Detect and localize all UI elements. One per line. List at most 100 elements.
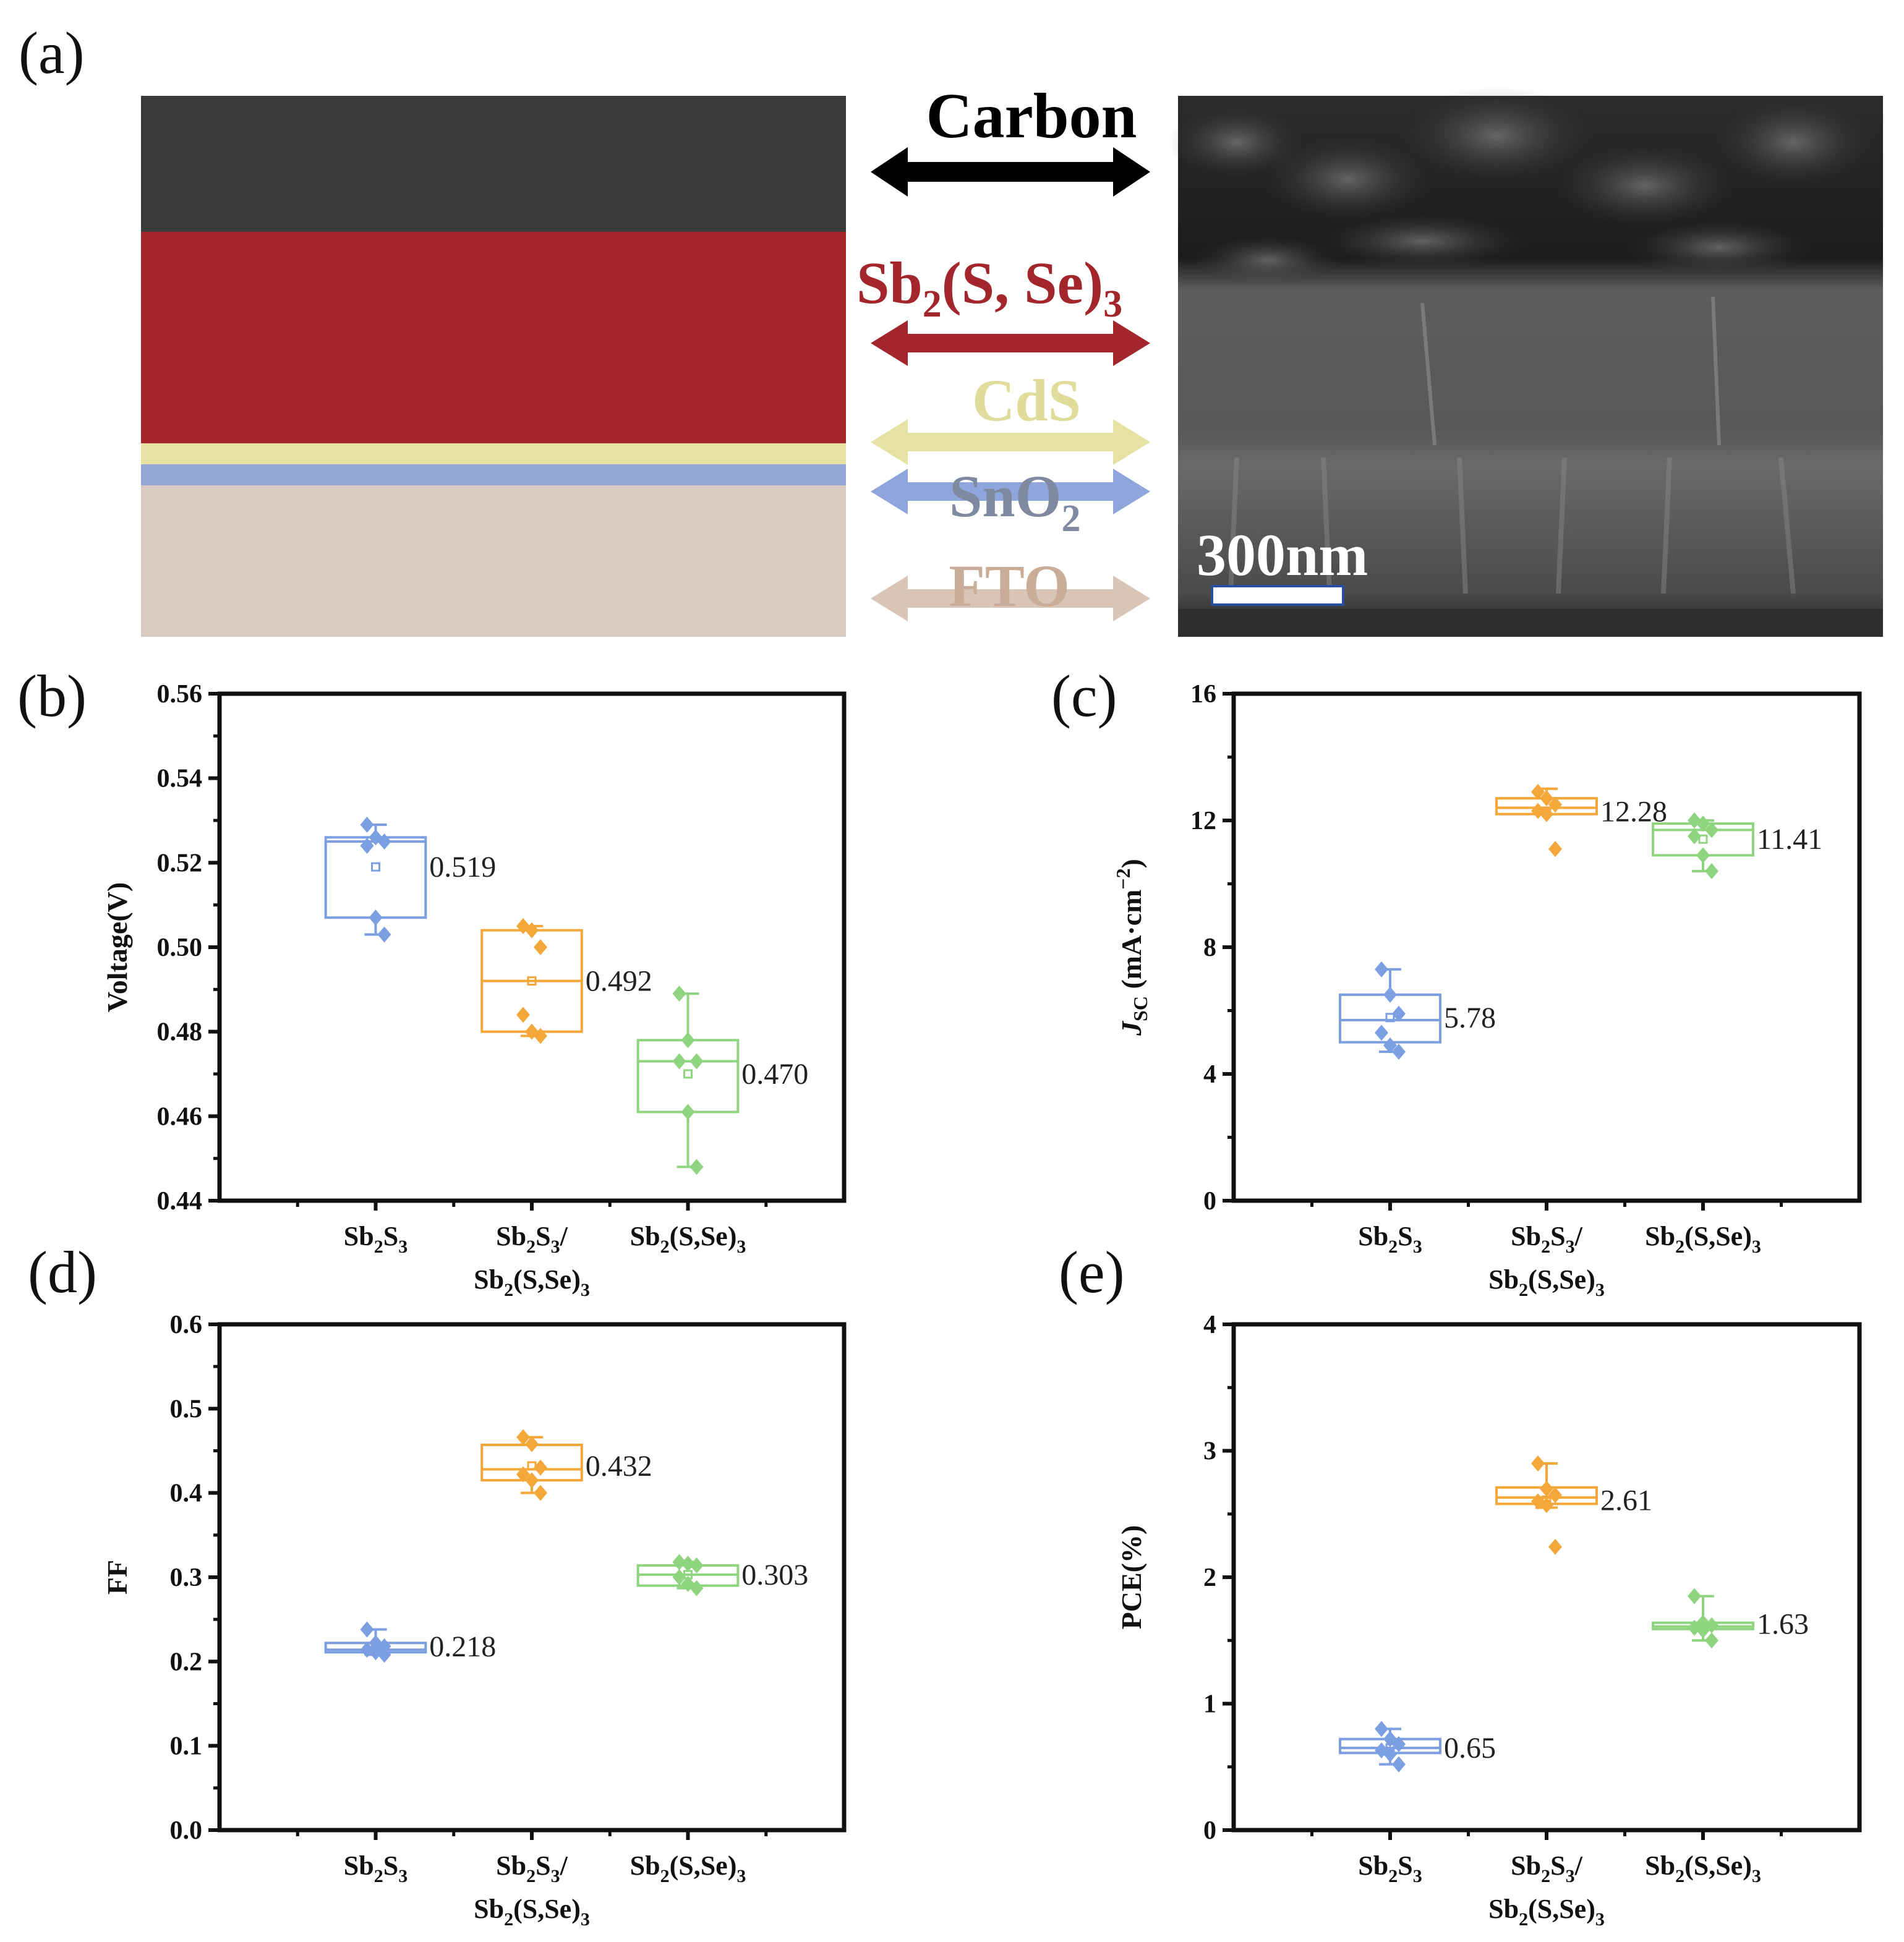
data-point-d-1-2 [534,1459,547,1476]
fto-layer [141,485,846,637]
y-tick-label-c-3: 12 [1190,807,1216,835]
data-point-b-1-5 [534,1028,547,1044]
sno2-layer [141,464,846,485]
data-point-b-2-5 [689,1159,704,1175]
data-point-c-2-2 [1705,822,1718,838]
y-tick-label-d-2: 0.2 [170,1648,203,1676]
data-point-c-1-1 [1540,790,1553,807]
data-point-e-0-2 [1392,1735,1406,1752]
data-point-d-1-4 [525,1472,539,1489]
data-point-e-1-4 [1540,1497,1553,1514]
x-tick-label-b-0: Sb2S3 [344,1221,408,1257]
data-point-d-0-2 [377,1638,391,1655]
data-point-c-1-5 [1548,841,1562,858]
x-tick-label-c-2: Sb2(S,Se)3 [1645,1221,1761,1257]
panel-c-jsc-chart: (c) 0 4 8 12 16 JSC (mA·cm−2) Sb2S3 Sb2S3/Sb2(S,… [1051,663,1862,1300]
y-tick-label-b-3: 0.50 [157,934,203,962]
box-e-0: 0.65 [1339,1721,1496,1773]
value-label-d-1: 0.432 [586,1450,652,1483]
data-point-c-1-0 [1531,783,1545,800]
x-tick-label-e-1: Sb2S3/ [1511,1850,1582,1886]
data-point-e-2-0 [1688,1588,1701,1604]
box-e-1: 2.61 [1495,1455,1652,1555]
value-label-d-2: 0.303 [741,1559,808,1591]
value-label-e-1: 2.61 [1600,1484,1652,1517]
cds-label: CdS [972,367,1081,433]
value-label-e-2: 1.63 [1757,1608,1809,1641]
data-point-e-0-4 [1383,1746,1397,1763]
y-tick-label-d-6: 0.6 [170,1311,203,1339]
box-e-2: 1.63 [1652,1588,1809,1649]
mean-marker-b-1 [527,976,537,986]
data-point-c-0-3 [1375,1024,1388,1041]
x-tick-label-b-1-line2: Sb2(S,Se)3 [474,1264,590,1300]
y-tick-label-d-1: 0.1 [170,1732,203,1761]
value-label-d-0: 0.218 [429,1630,496,1663]
panel-letter-e: (e) [1059,1239,1125,1305]
absorber-layer [141,232,846,443]
y-tick-label-e-0: 0 [1203,1816,1216,1845]
data-point-c-2-3 [1688,828,1701,845]
data-point-b-0-5 [377,926,391,943]
y-tick-label-d-3: 0.3 [170,1564,203,1592]
y-tick-label-b-0: 0.44 [157,1187,203,1216]
panel-b-voltage-chart: (b) 0.44 0.46 0.48 0.50 0.52 0.54 0.56 Voltage(V… [17,663,847,1300]
data-point-b-0-4 [369,909,383,926]
y-tick-label-b-5: 0.54 [157,765,203,793]
data-point-b-2-0 [672,986,686,1002]
y-tick-label-d-0: 0.0 [170,1816,203,1845]
data-point-b-2-3 [672,1053,686,1070]
data-point-d-0-5 [377,1646,391,1663]
data-point-e-1-5 [1548,1538,1562,1555]
data-point-e-1-0 [1531,1455,1545,1471]
value-label-c-0: 5.78 [1444,1002,1496,1034]
data-point-c-0-1 [1383,986,1397,1003]
absorber-arrow: Sb2(S, Se)3 [856,250,1150,366]
data-point-b-0-2 [377,833,391,850]
box-b-0: 0.519 [324,816,496,943]
y-tick-label-e-4: 4 [1203,1311,1216,1339]
data-point-d-1-0 [516,1429,530,1446]
x-tick-label-d-0: Sb2S3 [344,1850,408,1886]
y-tick-label-d-4: 0.4 [170,1480,203,1508]
value-label-b-2: 0.470 [741,1058,808,1091]
data-point-d-1-3 [516,1466,530,1483]
sno2-arrow: SnO2 [871,463,1150,540]
y-tick-label-c-4: 16 [1190,680,1216,709]
data-point-b-2-2 [689,1053,704,1070]
y-tick-label-e-3: 3 [1203,1437,1216,1466]
layer-labels: Carbon Sb2(S, Se)3 CdS SnO2 FTO [856,80,1150,621]
x-tick-label-e-0: Sb2S3 [1358,1850,1422,1886]
panel-letter-c: (c) [1051,663,1117,729]
data-point-b-0-3 [360,838,374,854]
layer-schematic [141,96,846,637]
data-point-e-0-0 [1375,1721,1388,1737]
data-point-b-2-4 [681,1104,695,1120]
carbon-label: Carbon [926,80,1137,151]
x-tick-label-b-2: Sb2(S,Se)3 [630,1221,746,1257]
fto-label: FTO [949,553,1070,619]
data-point-c-2-5 [1705,863,1718,879]
box-body-b-2 [636,1039,740,1114]
carbon-arrow: Carbon [871,80,1150,197]
data-point-b-1-1 [525,922,539,939]
y-tick-label-c-0: 0 [1203,1187,1216,1216]
cds-layer [141,443,846,464]
panel-a: (a) Carbon Sb2(S, Se)3 CdS [19,20,1883,637]
data-point-c-0-5 [1392,1044,1406,1060]
x-tick-label-e-2: Sb2(S,Se)3 [1645,1850,1761,1886]
box-c-1: 12.28 [1495,783,1667,858]
data-point-b-1-3 [516,1007,530,1023]
y-tick-label-c-1: 4 [1203,1060,1216,1089]
data-point-c-0-0 [1375,961,1388,977]
y-tick-label-b-2: 0.48 [157,1018,203,1047]
data-point-e-1-2 [1548,1487,1562,1504]
panel-letter-a: (a) [19,20,85,86]
mean-marker-c-0 [1385,1013,1395,1023]
box-d-0: 0.218 [324,1621,496,1663]
panel-e-pce-chart: (e) 0 1 2 3 4 PCE(%) Sb2S3 Sb2S3/Sb2(S,Se)3 Sb2(S… [1059,1239,1862,1930]
y-tick-label-e-1: 1 [1203,1690,1216,1719]
data-point-d-1-1 [525,1436,539,1452]
data-point-c-2-4 [1696,847,1710,864]
plot-frame-c [1231,691,1862,1203]
